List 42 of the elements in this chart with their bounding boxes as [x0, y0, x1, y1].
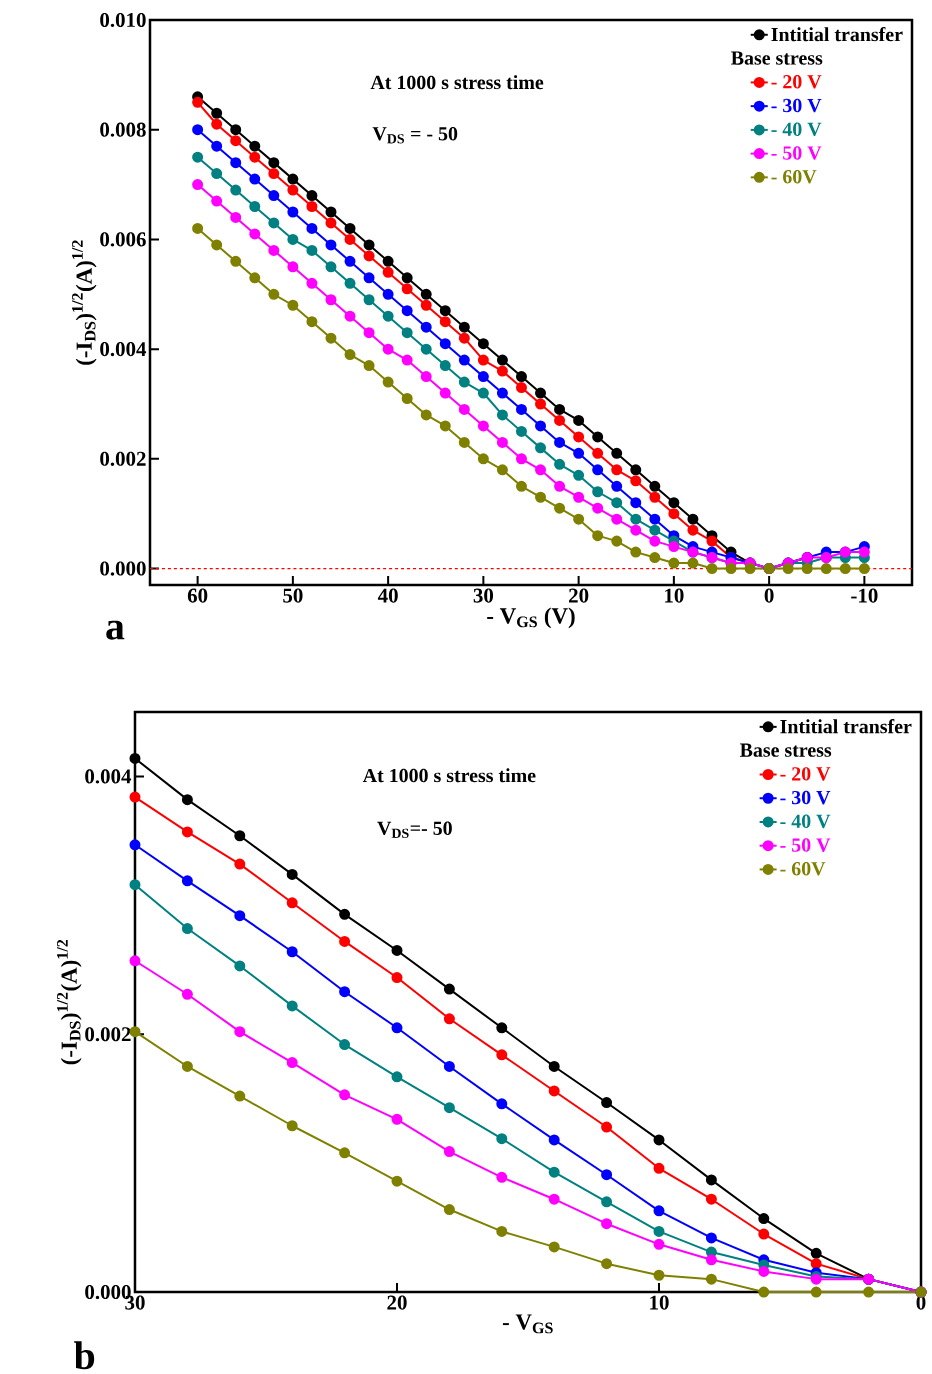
x-tick-label: 10 [650, 1295, 669, 1310]
y-tick-label: 0.000 [100, 561, 146, 576]
legend-label: - 40 V [771, 122, 822, 137]
annotation: V$_{DS}$ = - 50 [372, 127, 458, 144]
y-tick-label: 0.006 [100, 232, 146, 247]
y-tick-label: 0.002 [100, 451, 146, 466]
x-tick-label: -10 [851, 588, 878, 603]
y-axis-title: (-I$_{DS}$)$^{1/2}$(A)$^{1/2}$ [72, 240, 97, 365]
x-axis-title: - V$_{GS}$ [502, 1314, 553, 1334]
text: b [74, 1341, 95, 1370]
legend-label: Intitial transfer [771, 27, 903, 42]
legend-label: - 20 V [771, 75, 822, 89]
legend-label: - 40 V [780, 814, 831, 829]
legend-title: Base stress [731, 51, 823, 65]
annotation: V$_{DS}$=- 50 [377, 821, 452, 838]
y-tick-label: 0.004 [100, 342, 147, 357]
y-axis-title: (-I$_{DS}$)$^{1/2}$(A)$^{1/2}$ [57, 939, 82, 1065]
x-tick-label: 20 [569, 588, 589, 603]
legend-title: Base stress [739, 743, 832, 757]
y-tick-label: 0.010 [100, 12, 146, 28]
legend-label: - 30 V [771, 98, 822, 113]
annotation: At 1000 s stress time [362, 768, 536, 783]
x-tick-label: 20 [387, 1295, 407, 1310]
x-tick-label: 30 [473, 588, 494, 603]
legend-label: - 60V [771, 169, 817, 184]
y-tick-label: 0.002 [85, 1027, 131, 1042]
legend-label: - 20 V [780, 767, 831, 781]
x-axis-title: - V$_{GS}$ (V) [487, 607, 575, 629]
text: a [106, 620, 125, 640]
legend-label: Intitial transfer [780, 719, 912, 734]
x-tick-label: 0 [764, 588, 774, 603]
annotation: At 1000 s stress time [370, 75, 544, 90]
y-tick-label: 0.008 [100, 122, 146, 137]
legend-label: - 60V [780, 862, 826, 876]
x-tick-label: 50 [283, 588, 303, 603]
legend-label: - 50 V [780, 838, 831, 852]
legend-label: - 30 V [780, 790, 831, 805]
x-tick-label: 10 [665, 588, 684, 603]
y-tick-label: 0.004 [85, 769, 132, 784]
x-tick-label: 40 [377, 588, 398, 603]
legend-label: - 50 V [771, 146, 822, 160]
x-tick-label: 60 [187, 588, 208, 603]
